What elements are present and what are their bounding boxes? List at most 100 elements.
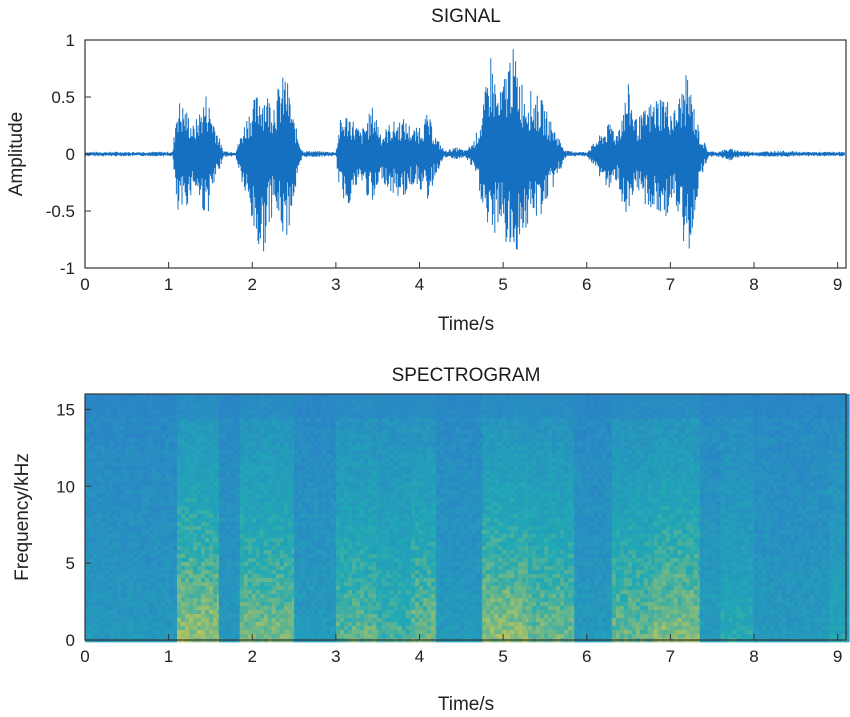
spectrogram-cell [89, 550, 94, 555]
spectrogram-cell [279, 622, 284, 627]
spectrogram-cell [318, 582, 323, 587]
spectrogram-cell [239, 486, 244, 491]
spectrogram-cell [189, 534, 194, 539]
spectrogram-cell [205, 490, 210, 495]
spectrogram-cell [347, 578, 353, 583]
spectrogram-cell [310, 426, 315, 431]
spectrogram-cell [243, 490, 248, 495]
spectrogram-cell [97, 398, 102, 403]
spectrogram-cell [359, 586, 365, 591]
spectrogram-cell [310, 502, 315, 507]
spectrogram-cell [381, 530, 386, 535]
spectrogram-cell [105, 562, 110, 567]
spectrogram-cell [377, 610, 382, 615]
spectrogram-cell [197, 530, 202, 535]
spectrogram-cell [306, 438, 311, 443]
spectrogram-cell [230, 570, 236, 575]
spectrogram-cell [385, 518, 390, 523]
spectrogram-cell [377, 586, 382, 591]
spectrogram-cell [314, 574, 319, 579]
spectrogram-cell [153, 534, 158, 539]
spectrogram-cell [234, 630, 240, 635]
spectrogram-cell [255, 538, 260, 543]
spectrogram-cell [185, 482, 190, 487]
spectrogram-cell [213, 506, 218, 511]
spectrogram-cell [205, 558, 210, 563]
spectrogram-cell [97, 442, 102, 447]
spectrogram-cell [363, 490, 369, 495]
spectrogram-cell [105, 426, 110, 431]
spectrogram-cell [189, 542, 194, 547]
spectrogram-cell [291, 486, 296, 491]
spectrogram-cell [234, 514, 240, 519]
spectrogram-cell [367, 626, 373, 631]
spectrogram-cell [259, 394, 264, 399]
spectrogram-cell [218, 478, 224, 483]
spectrogram-cell [310, 610, 315, 615]
spectrogram-cell [230, 398, 236, 403]
spectrogram-cell [113, 482, 118, 487]
spectrogram-cell [205, 542, 210, 547]
spectrogram-cell [251, 570, 256, 575]
signal-xlabel: Time/s [438, 314, 494, 335]
spectrogram-cell [275, 590, 280, 595]
spectrogram-cell [343, 442, 349, 447]
spectrogram-cell [302, 622, 307, 627]
spectrogram-cell [89, 546, 94, 551]
spectrogram-cell [385, 634, 390, 639]
spectrogram-cell [322, 462, 327, 467]
spectrogram-cell [169, 530, 174, 535]
spectrogram-cell [271, 454, 276, 459]
spectrogram-cell [302, 610, 307, 615]
spectrogram-cell [381, 622, 386, 627]
spectrogram-cell [197, 622, 202, 627]
spectrogram-cell [222, 414, 228, 419]
spectrogram-cell [149, 470, 154, 475]
spectrogram-cell [302, 430, 307, 435]
spectrogram-cell [283, 558, 288, 563]
spectrogram-cell [181, 546, 186, 551]
spectrogram-cell [339, 398, 345, 403]
spectrogram-cell [141, 554, 146, 559]
spectrogram-cell [85, 514, 90, 519]
spectrogram-cell [153, 430, 158, 435]
spectrogram-cell [113, 530, 118, 535]
spectrogram-cell [153, 410, 158, 415]
spectrogram-cell [326, 506, 331, 511]
spectrogram-cell [294, 538, 299, 543]
spectrogram-cell [287, 626, 292, 631]
spectrogram-cell [113, 586, 118, 591]
spectrogram-cell [133, 594, 138, 599]
spectrogram-cell [294, 594, 299, 599]
spectrogram-cell [389, 502, 394, 507]
spectrogram-cell [279, 610, 284, 615]
spectrogram-cell [243, 414, 248, 419]
spectrogram-cell [381, 626, 386, 631]
spectrogram-cell [153, 602, 158, 607]
spectrogram-cell [330, 498, 335, 503]
spectrogram-cell [279, 522, 284, 527]
spectrogram-cell [347, 530, 353, 535]
spectrogram-cell [255, 414, 260, 419]
spectrogram-cell [209, 582, 214, 587]
spectrogram-cell [230, 438, 236, 443]
spectrogram-cell [169, 554, 174, 559]
spectrogram-cell [355, 490, 361, 495]
spectrogram-cell [133, 570, 138, 575]
spectrogram-cell [306, 534, 311, 539]
spectrogram-cell [125, 510, 130, 515]
spectrogram-cell [239, 614, 244, 619]
spectrogram-cell [133, 410, 138, 415]
spectrogram-cell [189, 462, 194, 467]
spectrogram-cell [153, 634, 158, 639]
spectrogram-cell [267, 406, 272, 411]
spectrogram-cell [355, 410, 361, 415]
spectrogram-cell [141, 602, 146, 607]
spectrogram-cell [314, 542, 319, 547]
spectrogram-cell [125, 402, 130, 407]
spectrogram-cell [367, 458, 373, 463]
spectrogram-cell [255, 502, 260, 507]
spectrogram-cell [173, 538, 178, 543]
spectrogram-cell [133, 618, 138, 623]
spectrogram-cell [201, 478, 206, 483]
